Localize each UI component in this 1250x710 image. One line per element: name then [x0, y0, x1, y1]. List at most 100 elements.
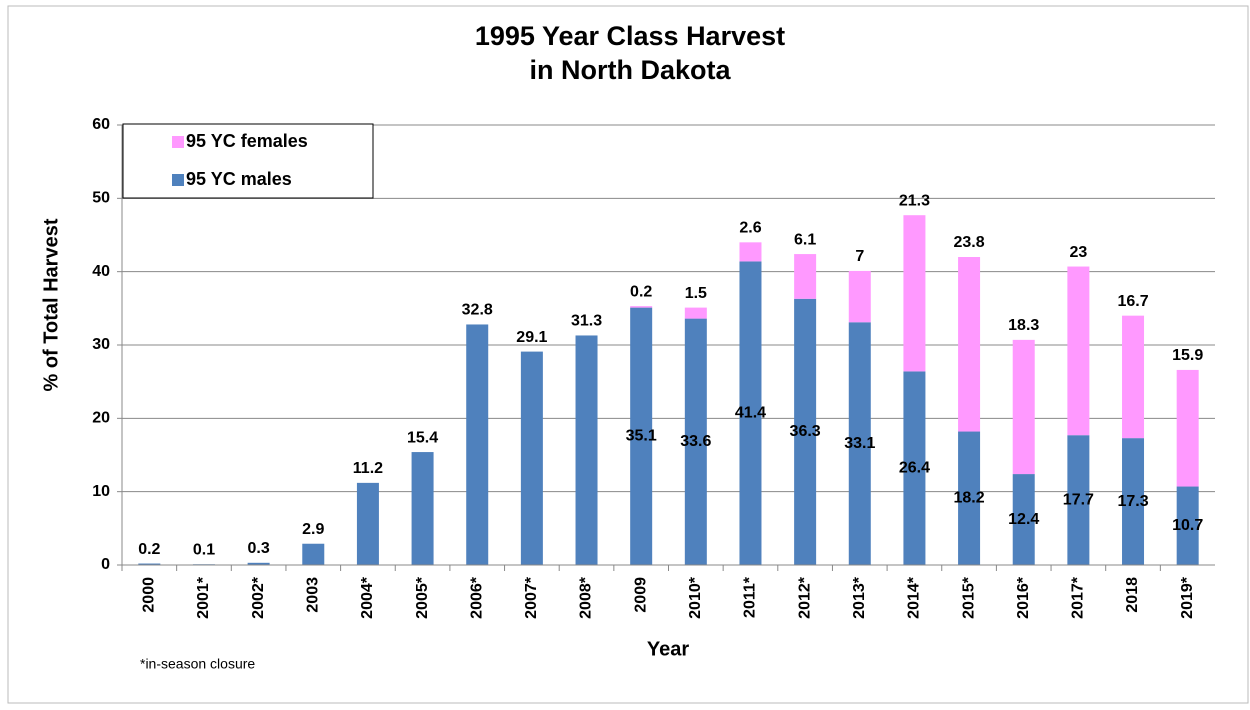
- bar-segment: [684, 318, 707, 565]
- bar-segment: [794, 254, 817, 299]
- data-label: 36.3: [790, 423, 821, 440]
- y-axis-label: % of Total Harvest: [40, 218, 62, 391]
- legend-label: 95 YC males: [186, 169, 292, 189]
- y-tick-label: 50: [92, 190, 110, 207]
- bar-segment: [1176, 369, 1199, 487]
- bar-segment: [466, 324, 489, 565]
- bar-segment: [958, 257, 981, 432]
- bar-segment: [138, 563, 161, 565]
- data-label: 1.5: [685, 285, 707, 302]
- y-tick-label: 60: [92, 116, 110, 133]
- bar-segment: [794, 298, 817, 565]
- x-tick-label: 2014*: [906, 576, 923, 619]
- bar-segment: [1067, 435, 1090, 565]
- x-tick-label: 2001*: [195, 576, 212, 619]
- data-label: 15.9: [1172, 347, 1203, 364]
- data-label: 15.4: [407, 429, 438, 446]
- data-label: 11.2: [353, 460, 383, 477]
- data-label: 23: [1069, 244, 1087, 261]
- x-tick-label: 2004*: [359, 576, 376, 619]
- bar-segment: [575, 335, 598, 565]
- legend-swatch: [172, 136, 184, 148]
- data-label: 31.3: [571, 313, 602, 330]
- bar-segment: [684, 307, 707, 319]
- data-label: 35.1: [626, 428, 657, 445]
- bar-segment: [520, 351, 543, 565]
- legend-box: [122, 123, 374, 199]
- frame: [7, 5, 1249, 704]
- x-tick-label: 2008*: [578, 576, 595, 619]
- x-tick-label: 2006*: [468, 576, 485, 619]
- bar-segment: [630, 306, 653, 308]
- x-tick-label: 2010*: [687, 576, 704, 619]
- bar-segment: [848, 270, 871, 323]
- bar-segment: [356, 482, 379, 565]
- legend-label: 95 YC females: [186, 131, 308, 151]
- data-label: 7: [855, 248, 864, 265]
- bar-segment: [958, 431, 981, 565]
- x-tick-label: 2013*: [851, 576, 868, 619]
- x-tick-label: 2017*: [1070, 576, 1087, 619]
- data-label: 33.6: [680, 433, 711, 450]
- data-label: 32.8: [462, 302, 493, 319]
- chart-title: in North Dakota: [529, 55, 731, 85]
- data-label: 26.4: [899, 459, 930, 476]
- bar-segment: [903, 215, 926, 372]
- bar-segment: [903, 371, 926, 565]
- data-label: 33.1: [844, 435, 875, 452]
- data-label: 6.1: [794, 231, 816, 248]
- x-tick-label: 2009: [632, 577, 649, 613]
- bar-segment: [302, 543, 325, 565]
- data-label: 2.6: [739, 220, 761, 237]
- chart-title: 1995 Year Class Harvest: [475, 21, 785, 51]
- data-label: 17.7: [1063, 491, 1094, 508]
- bar-segment: [630, 307, 653, 565]
- y-tick-label: 10: [92, 483, 110, 500]
- x-tick-label: 2016*: [1015, 576, 1032, 619]
- bar-segment: [1067, 266, 1090, 436]
- x-tick-label: 2007*: [523, 576, 540, 619]
- bar-segment: [411, 452, 434, 565]
- x-tick-label: 2012*: [796, 576, 813, 619]
- x-tick-label: 2015*: [960, 576, 977, 619]
- data-label: 0.2: [630, 283, 652, 300]
- bar-segment: [1012, 474, 1035, 565]
- data-label: 29.1: [516, 329, 547, 346]
- bar-segment: [1176, 486, 1199, 565]
- data-label: 23.8: [954, 234, 985, 251]
- y-tick-label: 20: [92, 410, 110, 427]
- data-label: 12.4: [1008, 511, 1039, 528]
- footnote: *in-season closure: [140, 656, 255, 672]
- bar-segment: [739, 261, 762, 565]
- bar-segment: [1122, 438, 1145, 565]
- data-label: 10.7: [1172, 517, 1203, 534]
- bar-segment: [1122, 315, 1145, 439]
- data-label: 17.3: [1117, 493, 1148, 510]
- bar-segment: [1012, 339, 1035, 475]
- bar-segment: [739, 242, 762, 262]
- data-label: 16.7: [1117, 293, 1148, 310]
- data-label: 2.9: [302, 521, 324, 538]
- x-axis-label: Year: [647, 638, 689, 660]
- x-tick-label: 2019*: [1179, 576, 1196, 619]
- data-label: 0.2: [138, 541, 160, 558]
- data-label: 18.2: [954, 489, 985, 506]
- data-label: 18.3: [1008, 317, 1039, 334]
- data-label: 0.1: [193, 541, 215, 558]
- bar-segment: [247, 562, 270, 565]
- bar-segment: [848, 322, 871, 565]
- data-label: 41.4: [735, 404, 766, 421]
- x-tick-label: 2002*: [250, 576, 267, 619]
- legend-swatch: [172, 174, 184, 186]
- y-tick-label: 0: [101, 556, 110, 573]
- x-tick-label: 2005*: [414, 576, 431, 619]
- x-tick-label: 2003: [304, 577, 321, 613]
- y-tick-label: 40: [92, 263, 110, 280]
- x-tick-label: 2018: [1124, 577, 1141, 613]
- data-label: 21.3: [899, 192, 930, 209]
- x-tick-label: 2011*: [742, 576, 759, 618]
- x-tick-label: 2000: [141, 577, 158, 613]
- data-label: 0.3: [248, 540, 270, 557]
- y-tick-label: 30: [92, 336, 110, 353]
